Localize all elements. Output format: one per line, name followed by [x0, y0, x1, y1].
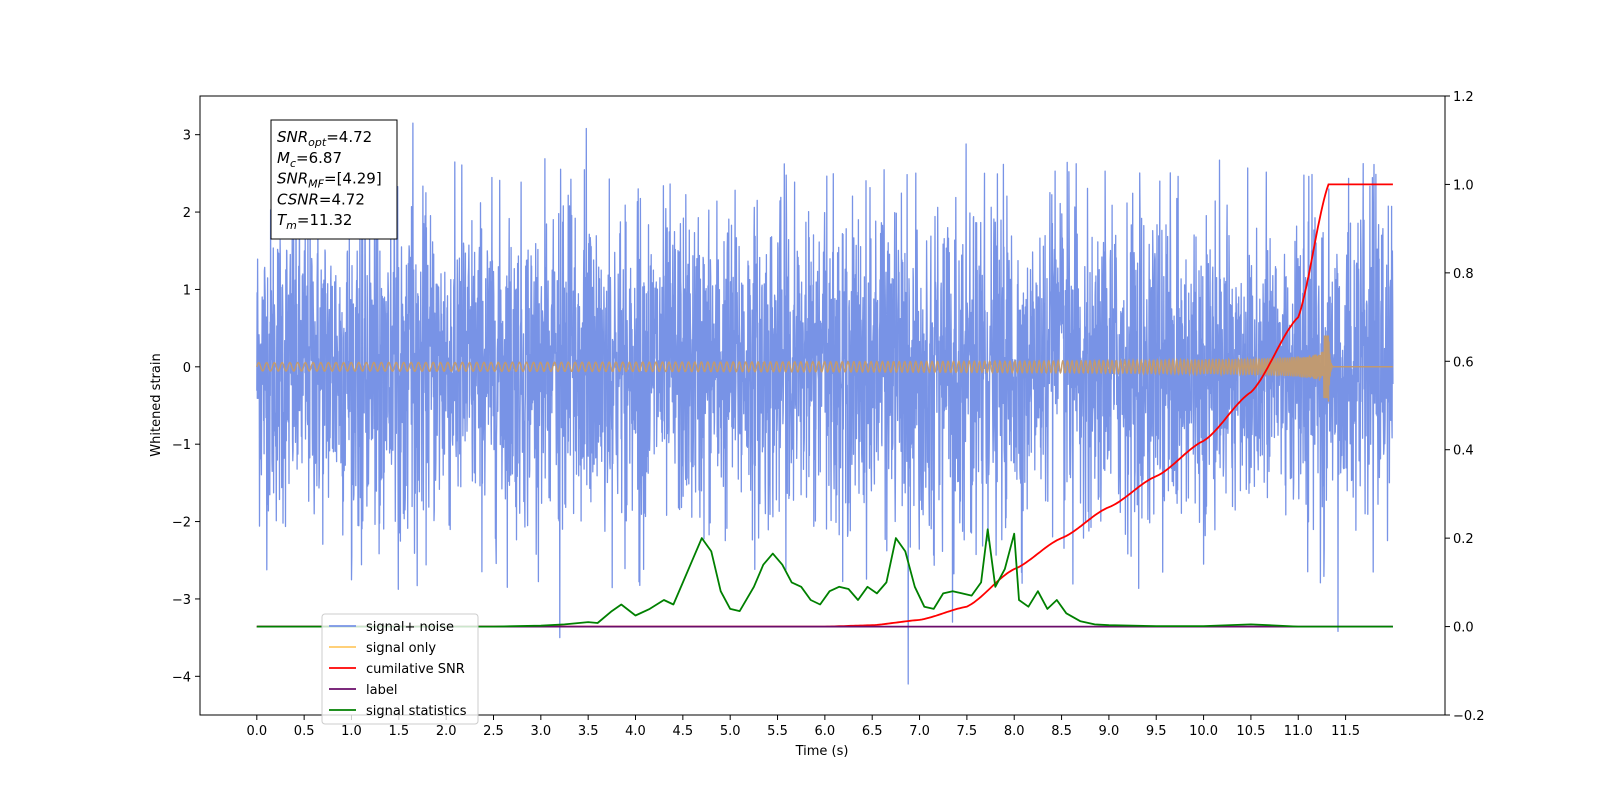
x-tick-label: 11.0 [1284, 724, 1313, 739]
x-tick-label: 4.5 [673, 724, 694, 739]
annotation-line: SNRMF=[4.29] [277, 170, 382, 191]
y-left-tick-label: −1 [172, 438, 191, 453]
plot-frame [199, 95, 1446, 716]
x-tick-label: 2.5 [483, 724, 504, 739]
x-tick-label: 10.5 [1236, 724, 1265, 739]
x-tick-label: 1.5 [388, 724, 409, 739]
x-tick-label: 3.0 [530, 724, 551, 739]
y-axis-title: Whitened strain [149, 353, 164, 456]
y-left-tick-label: −4 [172, 670, 191, 685]
series-signal-plus-noise [256, 122, 1394, 685]
y-right-axis: −0.2 0.0 0.2 0.4 0.6 0.8 1.0 1.2 [1445, 90, 1485, 724]
annotation-line: CSNR=4.72 [277, 190, 365, 208]
y-right-tick-label: 0.6 [1453, 355, 1474, 370]
annotation-line: SNRopt=4.72 [277, 128, 372, 149]
x-tick-label: 8.0 [1004, 724, 1025, 739]
y-right-tick-label: 0.0 [1453, 621, 1474, 636]
x-axis-title: Time (s) [795, 744, 849, 759]
x-tick-label: 6.0 [815, 724, 836, 739]
y-right-tick-label: 0.2 [1453, 532, 1474, 547]
legend-label: signal+ noise [366, 620, 454, 635]
x-tick-label: 4.0 [625, 724, 646, 739]
x-tick-label: 6.5 [862, 724, 883, 739]
x-tick-label: 8.5 [1051, 724, 1072, 739]
legend: signal+ noise signal only cumilative SNR la… [321, 613, 479, 725]
annotation-line: Mc=6.87 [277, 149, 342, 170]
x-tick-label: 9.0 [1099, 724, 1120, 739]
x-tick-label: 11.5 [1331, 724, 1360, 739]
legend-label: signal statistics [366, 704, 467, 719]
y-right-tick-label: −0.2 [1453, 709, 1485, 724]
x-axis: 0.0 0.5 1.0 1.5 2.0 2.5 3.0 3.5 4.0 4.5 5.0 5.5 6.0 6… [246, 715, 1360, 739]
x-tick-label: 7.0 [909, 724, 930, 739]
x-tick-label: 3.5 [578, 724, 599, 739]
legend-label: cumilative SNR [366, 662, 465, 677]
x-tick-label: 0.5 [294, 724, 315, 739]
y-right-tick-label: 0.4 [1453, 444, 1474, 459]
y-left-tick-label: −2 [172, 516, 191, 531]
x-tick-label: 2.0 [436, 724, 457, 739]
y-right-tick-label: 1.0 [1453, 178, 1474, 193]
x-tick-label: 1.0 [341, 724, 362, 739]
legend-label: signal only [366, 641, 436, 656]
legend-frame [321, 613, 479, 725]
y-left-tick-label: 0 [183, 361, 191, 376]
x-tick-label: 5.0 [720, 724, 741, 739]
x-tick-label: 0.0 [246, 724, 267, 739]
y-right-tick-label: 1.2 [1453, 90, 1474, 105]
x-tick-label: 9.5 [1146, 724, 1167, 739]
series-signal-statistics [256, 528, 1393, 628]
y-left-axis: −4 −3 −2 −1 0 1 2 3 [172, 129, 200, 685]
annotation-line: Tm=11.32 [277, 211, 352, 232]
y-right-tick-label: 0.8 [1453, 267, 1474, 282]
annotation-frame [270, 119, 398, 240]
series-signal-only [256, 335, 1393, 402]
y-left-tick-label: 3 [183, 129, 191, 144]
y-left-tick-label: 2 [183, 206, 191, 221]
x-tick-label: 7.5 [957, 724, 978, 739]
y-left-tick-label: 1 [183, 283, 191, 298]
y-left-tick-label: −3 [172, 593, 191, 608]
legend-label: label [366, 683, 397, 698]
x-tick-label: 5.5 [767, 724, 788, 739]
series-cumilative-snr [256, 183, 1393, 628]
x-tick-label: 10.0 [1189, 724, 1218, 739]
